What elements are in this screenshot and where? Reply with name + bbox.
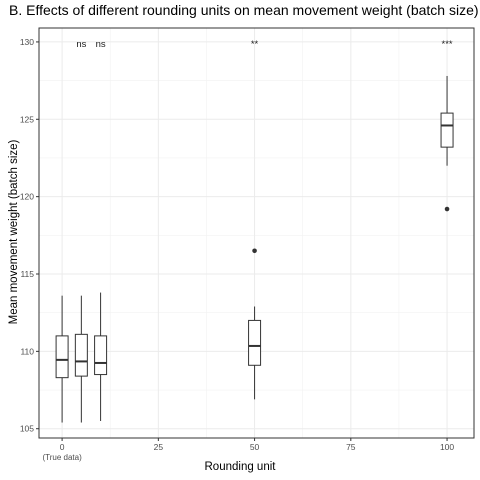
box-iqr xyxy=(55,335,69,379)
significance-label: ** xyxy=(251,39,259,50)
significance-label: ns xyxy=(76,39,86,50)
box-iqr xyxy=(440,112,454,148)
box-iqr xyxy=(248,319,262,366)
y-tick-label: 120 xyxy=(20,192,34,202)
x-tick-label: 0 xyxy=(60,442,65,452)
outlier-point xyxy=(444,206,450,212)
x-tick-label: 50 xyxy=(250,442,260,452)
y-tick-label: 130 xyxy=(20,37,34,47)
significance-label: ns xyxy=(96,39,106,50)
y-tick-label: 115 xyxy=(20,269,34,279)
y-tick-label: 110 xyxy=(20,346,34,356)
x-tick-label: 25 xyxy=(154,442,164,452)
x-axis-title: Rounding unit xyxy=(204,461,276,473)
outlier-point xyxy=(252,248,257,254)
x-tick-label: 75 xyxy=(346,442,356,452)
box-iqr xyxy=(94,335,108,376)
box-iqr xyxy=(74,333,88,377)
x-tick-sub-label: (True data) xyxy=(42,453,82,462)
chart-title: B. Effects of different rounding units o… xyxy=(9,2,479,18)
significance-label: *** xyxy=(442,39,453,50)
plot-panel xyxy=(39,28,474,438)
x-tick-label: 100 xyxy=(440,442,454,452)
y-tick-label: 105 xyxy=(20,424,34,434)
y-tick-label: 125 xyxy=(20,114,34,124)
plot-border xyxy=(38,27,475,439)
